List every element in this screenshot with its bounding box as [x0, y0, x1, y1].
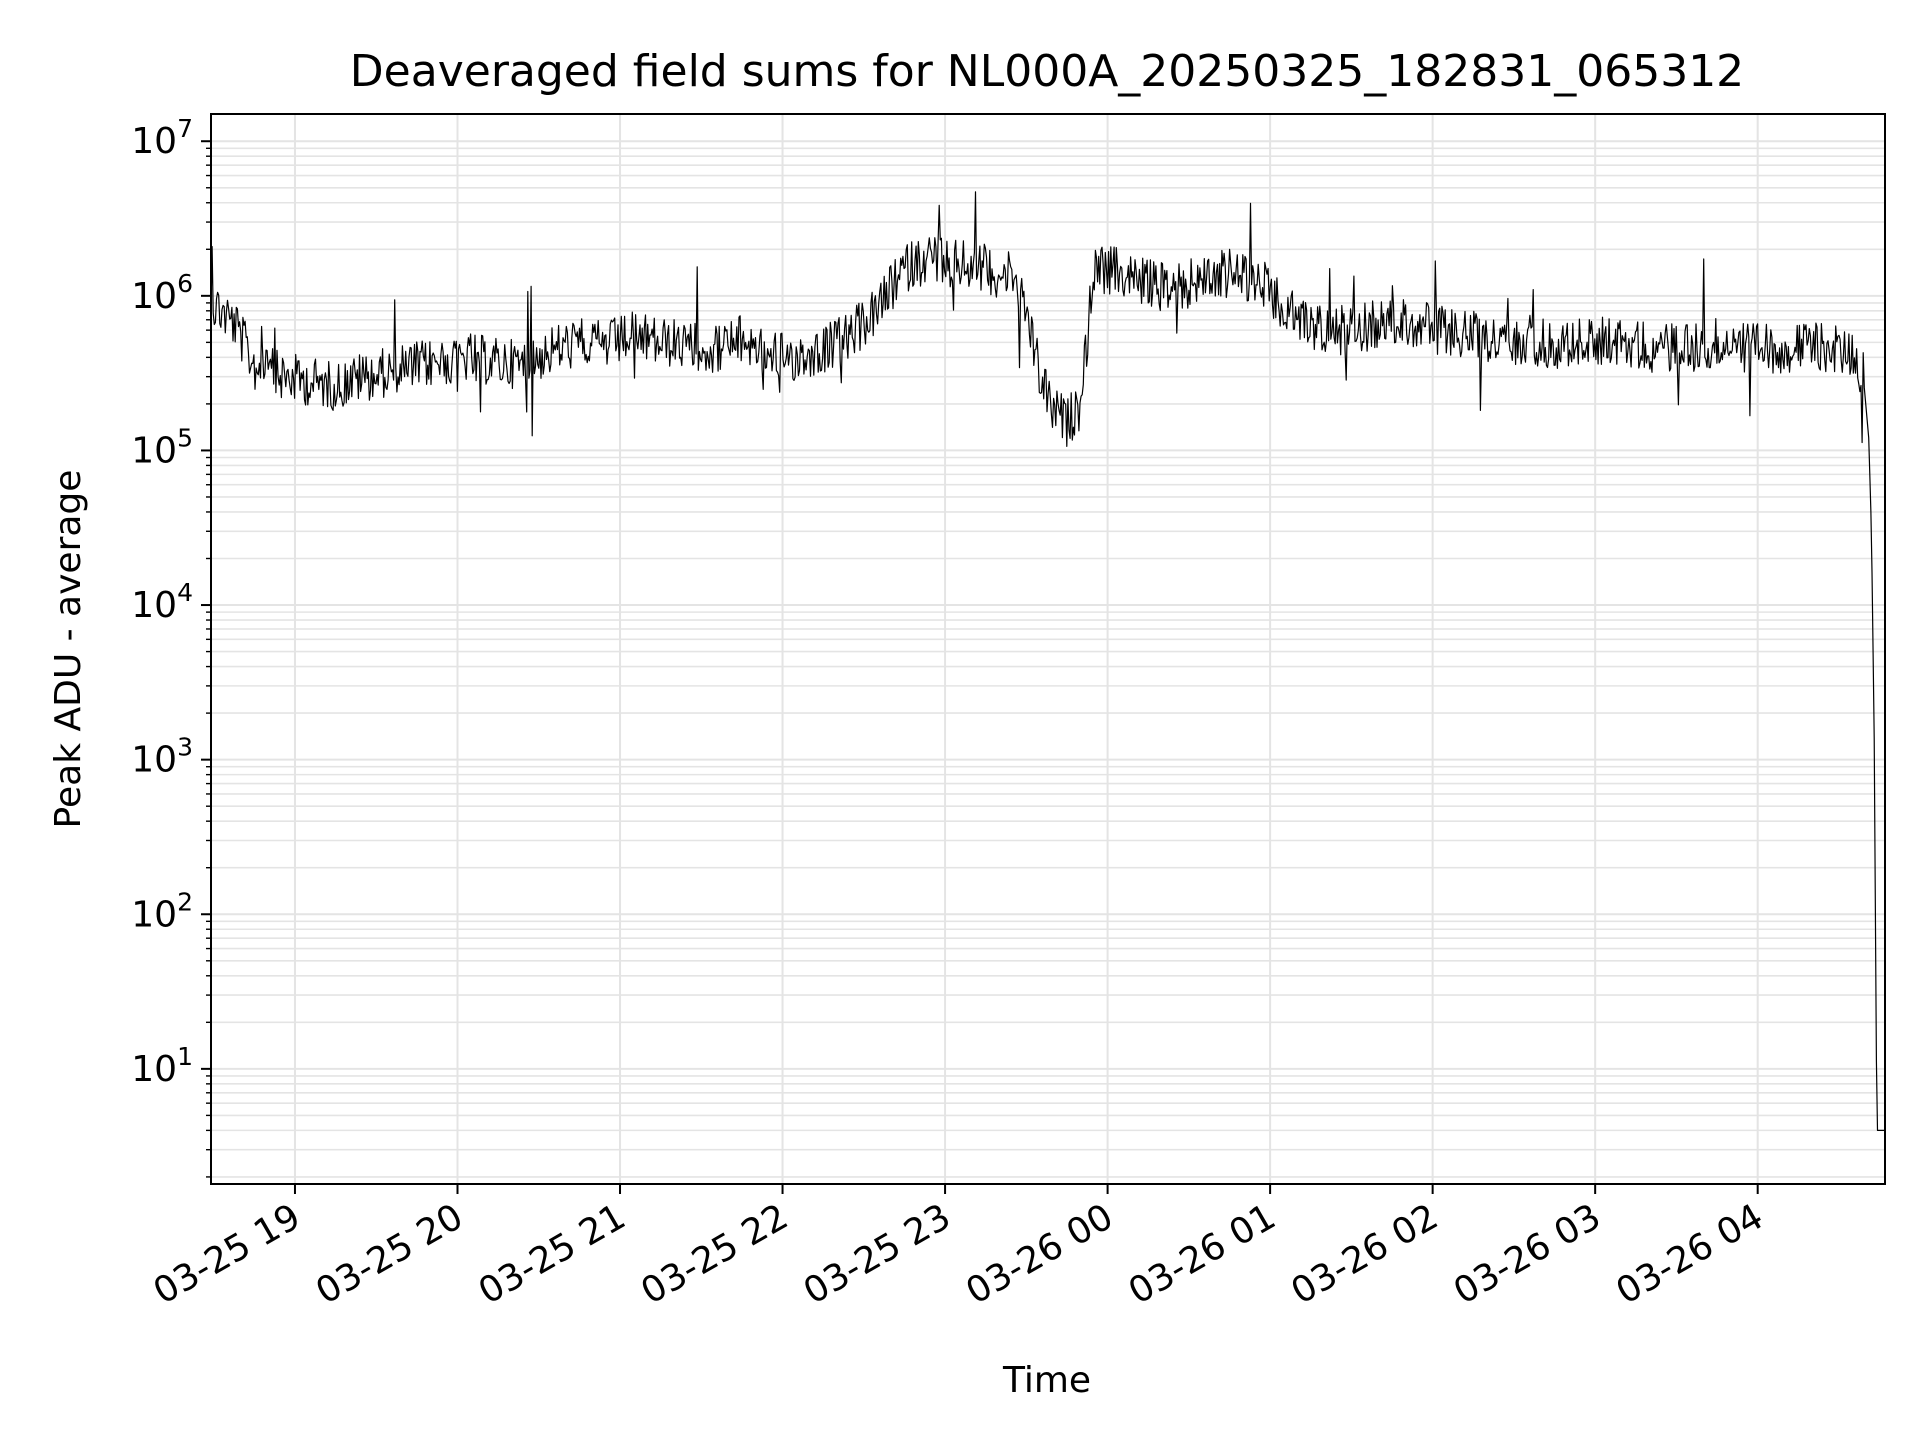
x-tick-label: 03-25 21 — [472, 1196, 633, 1312]
x-tick-label: 03-26 00 — [959, 1196, 1120, 1312]
y-tick-label: 105 — [131, 423, 193, 471]
y-tick-label: 104 — [131, 578, 193, 626]
x-tick-label: 03-26 02 — [1284, 1196, 1445, 1312]
y-axis-label: Peak ADU - average — [48, 470, 89, 829]
plot-area — [210, 191, 1885, 1131]
y-tick-label: 107 — [131, 114, 193, 162]
y-tick-label: 102 — [131, 887, 193, 935]
y-tick-label: 103 — [131, 733, 193, 781]
x-tick-label: 03-25 22 — [634, 1196, 795, 1312]
y-tick-label: 106 — [131, 269, 193, 317]
x-tick-label: 03-25 20 — [309, 1196, 470, 1312]
grid — [211, 114, 1885, 1184]
x-axis-label: Time — [1002, 1360, 1091, 1401]
chart-title: Deaveraged field sums for NL000A_2025032… — [350, 46, 1744, 97]
x-tick-label: 03-25 23 — [797, 1196, 958, 1312]
x-tick-label: 03-26 04 — [1610, 1196, 1771, 1312]
y-axis: 101 102 103 104 105 106 107 — [131, 114, 211, 1178]
x-tick-label: 03-26 03 — [1447, 1196, 1608, 1312]
x-tick-label: 03-25 19 — [147, 1196, 308, 1312]
series-line — [210, 191, 1885, 1131]
x-axis: 03-25 19 03-25 20 03-25 21 03-25 22 03-25 23… — [147, 1184, 1770, 1313]
y-tick-label: 101 — [131, 1042, 193, 1090]
plot-frame — [210, 113, 1886, 1185]
x-tick-label: 03-26 01 — [1122, 1196, 1283, 1312]
